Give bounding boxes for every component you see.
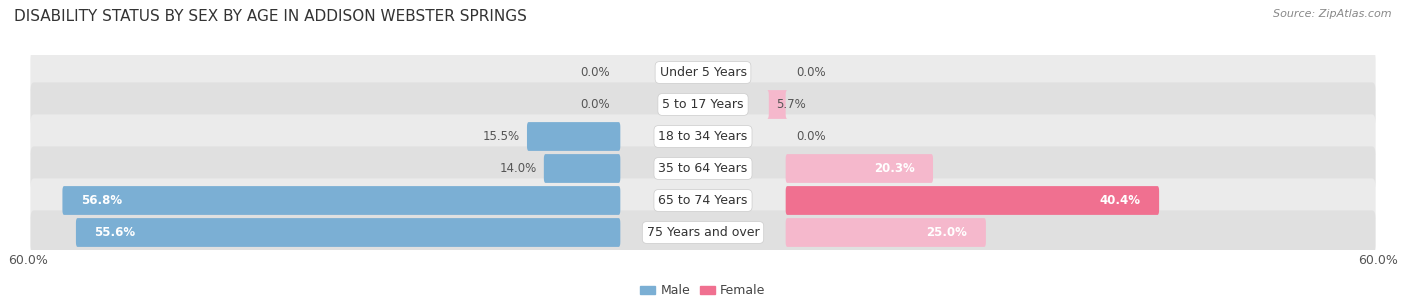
Text: Under 5 Years: Under 5 Years [659,66,747,79]
Text: 0.0%: 0.0% [796,130,825,143]
FancyBboxPatch shape [768,90,787,119]
Text: 35 to 64 Years: 35 to 64 Years [658,162,748,175]
Text: 55.6%: 55.6% [94,226,135,239]
FancyBboxPatch shape [76,218,620,247]
Text: Source: ZipAtlas.com: Source: ZipAtlas.com [1274,9,1392,19]
Text: 56.8%: 56.8% [82,194,122,207]
Text: 14.0%: 14.0% [499,162,537,175]
Text: 25.0%: 25.0% [927,226,967,239]
Text: 18 to 34 Years: 18 to 34 Years [658,130,748,143]
FancyBboxPatch shape [527,122,620,151]
FancyBboxPatch shape [31,114,1375,159]
Legend: Male, Female: Male, Female [636,279,770,303]
Text: 5.7%: 5.7% [776,98,806,111]
Text: DISABILITY STATUS BY SEX BY AGE IN ADDISON WEBSTER SPRINGS: DISABILITY STATUS BY SEX BY AGE IN ADDIS… [14,9,527,24]
Text: 40.4%: 40.4% [1099,194,1140,207]
FancyBboxPatch shape [62,186,620,215]
FancyBboxPatch shape [31,146,1375,191]
FancyBboxPatch shape [31,82,1375,127]
Text: 0.0%: 0.0% [581,66,610,79]
FancyBboxPatch shape [544,154,620,183]
Text: 15.5%: 15.5% [482,130,520,143]
Text: 20.3%: 20.3% [873,162,914,175]
FancyBboxPatch shape [786,218,986,247]
Text: 0.0%: 0.0% [796,66,825,79]
FancyBboxPatch shape [31,50,1375,95]
Text: 75 Years and over: 75 Years and over [647,226,759,239]
FancyBboxPatch shape [31,210,1375,255]
FancyBboxPatch shape [31,178,1375,223]
FancyBboxPatch shape [786,186,1159,215]
FancyBboxPatch shape [786,154,934,183]
Text: 5 to 17 Years: 5 to 17 Years [662,98,744,111]
Text: 0.0%: 0.0% [581,98,610,111]
Text: 65 to 74 Years: 65 to 74 Years [658,194,748,207]
